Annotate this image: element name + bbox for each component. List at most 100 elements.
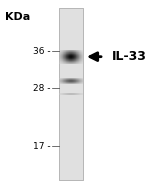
Bar <box>59 50 60 51</box>
Bar <box>75 59 76 60</box>
Bar <box>69 83 70 84</box>
Bar <box>73 51 74 52</box>
Bar <box>72 81 73 82</box>
Bar <box>81 58 82 59</box>
Bar <box>73 80 74 81</box>
Bar <box>69 78 70 79</box>
Bar <box>72 53 73 54</box>
Bar <box>74 80 75 81</box>
Bar <box>74 55 75 56</box>
Bar <box>78 51 79 52</box>
Bar <box>73 80 74 81</box>
Bar <box>75 63 76 64</box>
Bar <box>65 61 66 62</box>
Bar <box>78 62 79 63</box>
Bar <box>78 63 79 64</box>
Bar <box>61 79 62 80</box>
Bar <box>75 61 76 62</box>
Bar <box>65 63 66 64</box>
Bar <box>60 78 61 79</box>
Bar <box>75 81 76 82</box>
Bar <box>67 81 68 82</box>
Bar <box>66 79 67 80</box>
Bar <box>76 60 77 61</box>
Bar <box>72 52 73 53</box>
Bar <box>68 53 69 54</box>
Bar <box>61 61 62 62</box>
Bar <box>60 53 61 54</box>
Bar <box>61 63 62 64</box>
Bar <box>67 54 68 55</box>
Bar <box>75 62 76 63</box>
Bar <box>72 63 73 64</box>
Bar <box>66 59 67 60</box>
Bar <box>71 55 72 56</box>
Bar <box>80 63 81 64</box>
Bar <box>65 50 66 51</box>
Bar <box>79 81 80 82</box>
Bar <box>73 81 74 82</box>
Bar <box>75 79 76 80</box>
Bar <box>82 54 83 55</box>
Bar <box>59 55 60 56</box>
Bar <box>68 81 69 82</box>
Bar <box>67 52 68 53</box>
Bar <box>63 53 64 54</box>
Bar <box>66 55 67 56</box>
Bar <box>59 51 60 52</box>
Bar <box>66 80 67 81</box>
Bar <box>59 52 60 53</box>
Bar <box>79 52 80 53</box>
Bar <box>76 79 77 80</box>
Bar <box>61 60 62 61</box>
Bar <box>74 61 75 62</box>
Bar <box>67 61 68 62</box>
Bar <box>66 78 67 79</box>
Bar <box>77 55 78 56</box>
Bar <box>78 80 79 81</box>
Bar <box>80 62 81 63</box>
Bar <box>65 57 66 58</box>
Bar <box>78 52 79 53</box>
Bar <box>60 61 61 62</box>
Bar <box>61 81 62 82</box>
Bar <box>73 61 74 62</box>
Bar <box>63 79 64 80</box>
Bar <box>73 63 74 64</box>
Bar <box>67 79 68 80</box>
Bar <box>68 60 69 61</box>
Bar <box>62 82 63 83</box>
Bar <box>71 79 72 80</box>
Bar <box>64 57 65 58</box>
Bar <box>75 59 76 60</box>
Bar <box>75 52 76 53</box>
Bar <box>70 59 71 60</box>
Bar <box>76 51 77 52</box>
Bar <box>75 81 76 82</box>
Bar <box>73 56 74 57</box>
Bar <box>68 81 69 82</box>
Bar <box>60 55 61 56</box>
Bar <box>82 50 83 51</box>
Bar <box>72 53 73 54</box>
Bar <box>60 62 61 63</box>
Bar <box>79 58 80 59</box>
Bar <box>60 59 61 60</box>
Bar <box>61 53 62 54</box>
Bar <box>68 51 69 52</box>
Bar <box>68 83 69 84</box>
Bar <box>74 81 75 82</box>
Bar <box>71 61 72 62</box>
Bar <box>78 83 79 84</box>
Bar <box>80 52 81 53</box>
Bar <box>59 82 60 83</box>
Bar <box>74 56 75 57</box>
Bar <box>67 58 68 59</box>
Bar <box>63 78 64 79</box>
Bar <box>68 59 69 60</box>
Bar <box>67 79 68 80</box>
Bar <box>64 52 65 53</box>
Bar <box>63 80 64 81</box>
Bar <box>76 82 77 83</box>
Bar <box>62 54 63 55</box>
